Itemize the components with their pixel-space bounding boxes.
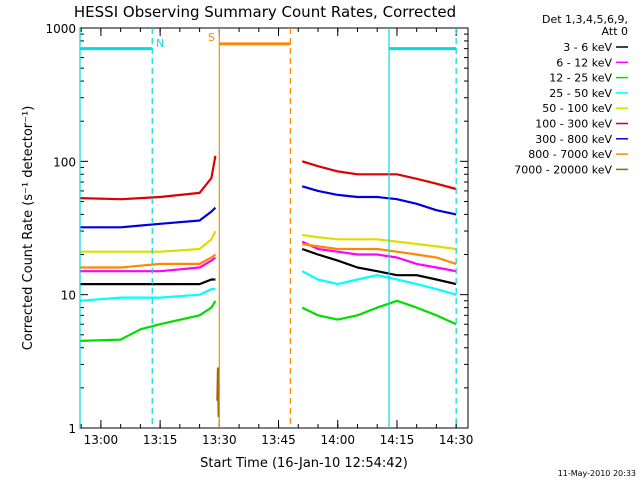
series-line-0: [301, 247, 457, 286]
series-layer: [79, 155, 457, 418]
series-line-4: [302, 233, 457, 251]
y-tick-label: 1000: [45, 22, 76, 36]
x-axis-label: Start Time (16-Jan-10 12:54:42): [200, 456, 408, 471]
series-line-1: [80, 256, 217, 273]
series-line-4: [80, 230, 217, 253]
legend-entry-label: 3 - 6 keV: [563, 41, 612, 54]
legend-entry-label: 7000 - 20000 keV: [514, 163, 612, 176]
legend-entry-label: 25 - 50 keV: [549, 87, 612, 100]
legend-entry-label: 6 - 12 keV: [556, 56, 612, 69]
x-tick-label: 14:00: [320, 433, 355, 447]
legend: Det 1,3,4,5,6,9, Att 0 3 - 6 keV 6 - 12 k…: [514, 13, 628, 176]
series-line-5: [301, 160, 457, 191]
legend-entry-label: 50 - 100 keV: [542, 102, 612, 115]
series-line-6: [301, 185, 457, 216]
series-line-7: [302, 242, 457, 265]
mode-label: N: [156, 37, 164, 50]
y-tick-label: 10: [61, 289, 76, 303]
series-line-5: [79, 155, 217, 201]
series-line-2: [79, 300, 217, 342]
series-line-3: [79, 288, 216, 302]
legend-header-line-1: Det 1,3,4,5,6,9,: [542, 13, 628, 26]
series-line-1: [301, 240, 457, 273]
legend-entry-label: 12 - 25 keV: [549, 72, 612, 85]
series-line-7: [80, 253, 217, 269]
footer-timestamp: 11-May-2010 20:33: [558, 469, 636, 478]
legend-header-line-2: Att 0: [602, 25, 628, 38]
legend-entry-label: 300 - 800 keV: [535, 133, 612, 146]
legend-entry-label: 100 - 300 keV: [535, 118, 612, 131]
legend-entry-label: 800 - 7000 keV: [528, 148, 612, 161]
chart-title: HESSI Observing Summary Count Rates, Cor…: [74, 3, 456, 21]
y-tick-label: 1: [68, 422, 76, 436]
mode-label: S: [208, 31, 215, 44]
x-tick-label: 13:45: [261, 433, 296, 447]
series-line-8: [216, 367, 220, 418]
series-line-0: [80, 278, 216, 286]
x-tick-label: 13:00: [84, 433, 119, 447]
x-tick-label: 13:15: [143, 433, 178, 447]
x-tick-label: 14:30: [439, 433, 474, 447]
y-axis-label: Corrected Count Rate (s⁻¹ detector⁻¹): [21, 106, 36, 351]
series-line-2: [301, 299, 457, 326]
x-tick-label: 13:30: [202, 433, 237, 447]
y-tick-label: 100: [53, 155, 76, 169]
series-line-6: [80, 206, 217, 229]
series-line-3: [301, 270, 457, 296]
x-tick-label: 14:15: [380, 433, 415, 447]
